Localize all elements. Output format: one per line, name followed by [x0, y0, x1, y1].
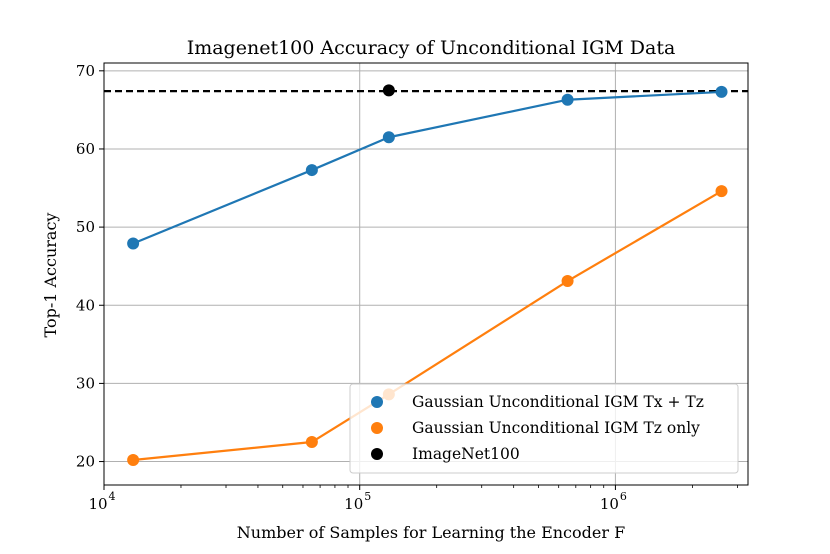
y-tick-label: 40 — [76, 296, 95, 314]
legend-label: Gaussian Unconditional IGM Tx + Tz — [412, 393, 704, 411]
x-tick-label: 10 5 — [344, 490, 371, 513]
data-point — [715, 85, 728, 98]
data-point — [382, 131, 395, 144]
y-tick-label: 30 — [76, 374, 95, 392]
series-1 — [127, 85, 728, 250]
series-3 — [382, 84, 395, 97]
chart-title: Imagenet100 Accuracy of Unconditional IG… — [187, 37, 676, 59]
x-tick-label: 10 6 — [600, 490, 627, 513]
y-axis-label: Top-1 Accuracy — [41, 213, 60, 338]
plot-frame — [103, 62, 749, 486]
legend-marker — [371, 448, 383, 460]
y-tick-label: 20 — [76, 453, 95, 471]
data-point — [127, 237, 140, 250]
legend-label: ImageNet100 — [412, 445, 520, 463]
x-tick-base: 10 — [600, 495, 619, 513]
y-tick-label: 50 — [76, 218, 95, 236]
legend-marker — [371, 422, 383, 434]
data-point — [715, 185, 728, 198]
data-point — [305, 436, 318, 449]
legend-box — [349, 383, 739, 474]
x-tick-label: 10 4 — [88, 490, 115, 513]
legend-label: Gaussian Unconditional IGM Tz only — [412, 419, 700, 437]
x-tick-base: 10 — [88, 495, 107, 513]
legend: Gaussian Unconditional IGM Tx + Tz Gaussi… — [349, 383, 739, 474]
data-point — [561, 93, 574, 106]
data-point — [561, 275, 574, 288]
legend-marker — [371, 396, 383, 408]
x-tick-exponent: 4 — [109, 490, 116, 503]
data-point — [127, 453, 140, 466]
series-line — [132, 90, 722, 245]
data-point — [305, 164, 318, 177]
x-tick-exponent: 6 — [620, 490, 627, 503]
data-point — [382, 84, 395, 97]
y-tick-label: 70 — [76, 62, 95, 80]
x-tick-base: 10 — [344, 495, 363, 513]
x-axis-label: Number of Samples for Learning the Encod… — [237, 523, 625, 542]
x-tick-exponent: 5 — [364, 490, 371, 503]
y-tick-label: 60 — [76, 140, 95, 158]
